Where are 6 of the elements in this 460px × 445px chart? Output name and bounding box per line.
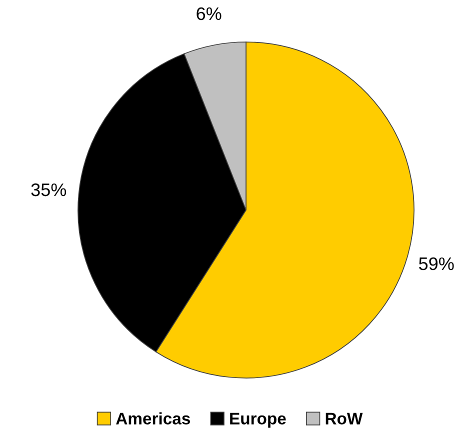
data-label: 59% [419, 257, 454, 270]
data-label: 35% [31, 183, 66, 196]
legend-label: Americas [116, 412, 190, 424]
data-label: 6% [196, 7, 222, 20]
legend-label: Europe [230, 412, 286, 428]
legend-label: RoW [326, 412, 363, 424]
